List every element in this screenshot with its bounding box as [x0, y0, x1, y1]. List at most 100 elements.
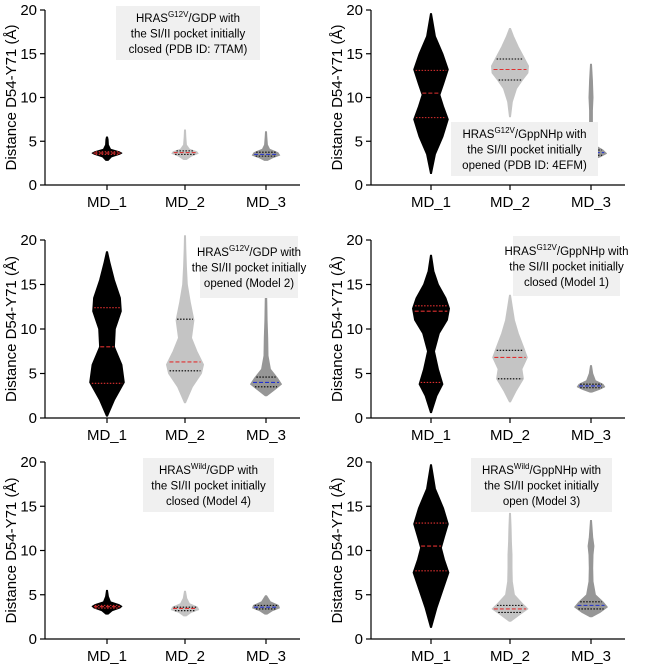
- x-tick-label: MD_2: [165, 194, 205, 211]
- x-tick-label: MD_1: [87, 427, 127, 444]
- annotation-line: closed (Model 4): [166, 496, 251, 508]
- annotation-background: [143, 458, 274, 512]
- annotation-line: the SI/II pocket initially: [509, 261, 624, 273]
- violin-md-1: [91, 589, 123, 615]
- violin-md-1: [412, 254, 450, 414]
- annotation-line: the SI/II pocket initially: [192, 262, 307, 274]
- annotation-background: [513, 236, 620, 296]
- annotation-line: HRASWild/GDP with: [159, 462, 258, 477]
- annotation-line: closed (PDB ID: 7TAM): [129, 44, 248, 56]
- y-axis-label: Distance D54-Y71 (Å): [329, 256, 346, 402]
- x-tick-label: MD_1: [87, 648, 127, 664]
- y-axis-label: Distance D54-Y71 (Å): [329, 25, 346, 171]
- annotation-background: [451, 122, 598, 176]
- y-tick-label: 20: [346, 232, 363, 249]
- y-tick-label: 10: [346, 90, 363, 107]
- x-tick-label: MD_2: [490, 427, 530, 444]
- annotation-line: open (Model 3): [503, 496, 581, 508]
- violin-md-2: [492, 294, 528, 403]
- y-axis-label: Distance D54-Y71 (Å): [3, 256, 20, 402]
- violin-md-1: [91, 136, 123, 161]
- y-tick-label: 20: [346, 2, 363, 19]
- x-tick-label: MD_3: [571, 427, 611, 444]
- annotation-line: opened (Model 2): [204, 278, 294, 290]
- violin-md-2: [491, 28, 529, 118]
- y-axis-label: Distance D54-Y71 (Å): [329, 478, 346, 624]
- y-axis-label: Distance D54-Y71 (Å): [3, 25, 20, 171]
- y-tick-label: 15: [346, 277, 363, 294]
- x-tick-label: MD_2: [165, 427, 205, 444]
- x-tick-label: MD_3: [571, 648, 611, 664]
- annotation-box: HRASG12V/GppNHp with the SI/II pocket ini…: [504, 236, 629, 296]
- y-tick-label: 0: [29, 410, 37, 427]
- annotation-line: HRASG12V/GDP with: [197, 244, 301, 259]
- x-tick-label: MD_2: [490, 194, 530, 211]
- violin-md-2: [491, 512, 529, 622]
- y-tick-label: 0: [355, 410, 363, 427]
- y-tick-label: 20: [20, 2, 37, 19]
- y-tick-label: 0: [29, 177, 37, 194]
- y-tick-label: 5: [29, 587, 37, 604]
- y-tick-label: 15: [20, 498, 37, 515]
- x-tick-label: MD_1: [87, 194, 127, 211]
- violin-md-3: [252, 595, 280, 615]
- y-tick-label: 15: [346, 46, 363, 63]
- x-tick-label: MD_3: [246, 648, 286, 664]
- y-tick-label: 5: [355, 133, 363, 150]
- violin-md-2: [170, 590, 200, 617]
- y-tick-label: 20: [20, 232, 37, 249]
- violin-md-3: [251, 131, 281, 161]
- y-tick-label: 5: [29, 133, 37, 150]
- annotation-box: HRASG12V/GDP with the SI/II pocket initia…: [116, 6, 260, 60]
- x-tick-label: MD_1: [411, 427, 451, 444]
- y-tick-label: 0: [355, 177, 363, 194]
- violin-md-3: [250, 291, 282, 397]
- violin-md-3: [574, 520, 608, 618]
- y-tick-label: 15: [346, 498, 363, 515]
- y-tick-label: 0: [29, 631, 37, 648]
- y-tick-label: 15: [20, 277, 37, 294]
- annotation-line: the SI/II pocket initially: [484, 480, 599, 492]
- y-tick-label: 10: [20, 90, 37, 107]
- x-tick-label: MD_1: [411, 194, 451, 211]
- y-tick-label: 5: [355, 366, 363, 383]
- y-tick-label: 0: [355, 631, 363, 648]
- annotation-line: closed (Model 1): [524, 277, 609, 289]
- y-tick-label: 5: [29, 366, 37, 383]
- y-tick-label: 10: [346, 321, 363, 338]
- annotation-box: HRASG12V/GppNHp with the SI/II pocket ini…: [451, 122, 598, 176]
- annotation-background: [471, 458, 612, 512]
- violin-md-1: [89, 251, 125, 417]
- annotation-box: HRASWild/GppNHp with the SI/II pocket ini…: [471, 458, 612, 512]
- annotation-line: HRASWild/GppNHp with: [482, 462, 601, 477]
- annotation-box: HRASWild/GDP with the SI/II pocket initia…: [143, 458, 274, 512]
- x-tick-label: MD_2: [165, 648, 205, 664]
- annotation-background: [116, 6, 260, 60]
- y-tick-label: 15: [20, 46, 37, 63]
- annotation-line: the SI/II pocket initially: [131, 28, 246, 40]
- x-tick-label: MD_3: [246, 194, 286, 211]
- violin-md-2: [171, 129, 199, 160]
- y-tick-label: 10: [20, 321, 37, 338]
- annotation-line: the SI/II pocket initially: [467, 144, 582, 156]
- annotation-line: HRASG12V/GppNHp with: [462, 126, 586, 141]
- x-tick-label: MD_2: [490, 648, 530, 664]
- annotation-line: the SI/II pocket initially: [151, 480, 266, 492]
- y-tick-label: 10: [20, 543, 37, 560]
- annotation-box: HRASG12V/GDP with the SI/II pocket initia…: [192, 236, 307, 298]
- y-tick-label: 20: [20, 454, 37, 471]
- x-tick-label: MD_3: [246, 427, 286, 444]
- annotation-line: HRASG12V/GDP with: [136, 10, 240, 25]
- annotation-line: opened (PDB ID: 4EFM): [462, 160, 587, 172]
- violin-md-2: [166, 235, 204, 404]
- y-tick-label: 20: [346, 454, 363, 471]
- annotation-background: [200, 236, 298, 298]
- x-tick-label: MD_1: [411, 648, 451, 664]
